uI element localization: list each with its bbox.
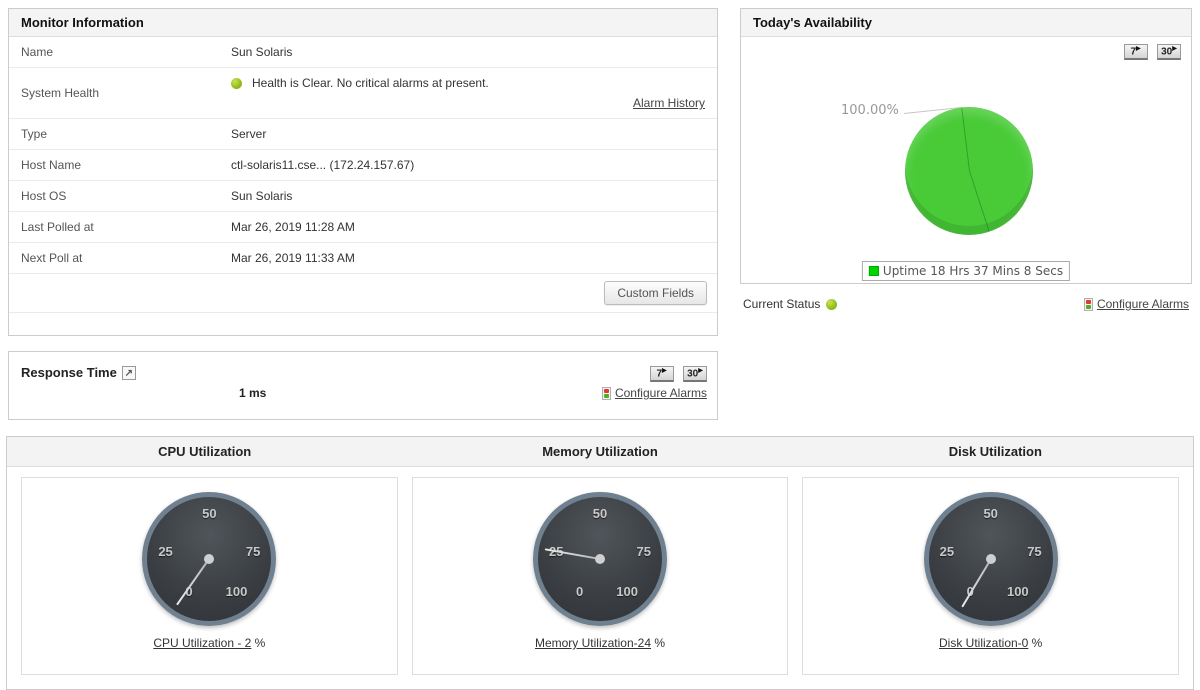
gauge-tick: 25 (158, 544, 173, 559)
gauge-tick: 0 (185, 584, 193, 599)
gauge-tick: 0 (576, 584, 584, 599)
cpu-utilization-header: CPU Utilization (158, 444, 252, 459)
row-name: Name Sun Solaris (9, 37, 717, 68)
disk-utilization-link[interactable]: Disk Utilization-0 (938, 636, 1029, 650)
health-text: Health is Clear. No critical alarms at p… (252, 76, 489, 90)
health-status-icon (231, 77, 242, 89)
top-area: Monitor Information Name Sun Solaris Sys… (8, 8, 1192, 420)
gauge-tick: 100 (616, 584, 638, 599)
memory-utilization-header: Memory Utilization (542, 444, 658, 459)
uptime-legend-swatch (868, 266, 879, 276)
current-status-label: Current Status (743, 297, 821, 311)
gauge-hub (595, 554, 605, 564)
row-label: Name (21, 45, 54, 59)
gauge-hub (985, 554, 996, 564)
row-label: Next Poll at (21, 251, 83, 265)
pie-slice-edge (960, 108, 970, 172)
row-last-polled: Last Polled at Mar 26, 2019 11:28 AM (9, 212, 717, 243)
gauge-tick: 100 (225, 584, 248, 599)
gauge-tick: 100 (1006, 584, 1029, 599)
row-system-health: System Health Health is Clear. No critic… (9, 68, 717, 119)
row-value: Mar 26, 2019 11:33 AM (231, 251, 355, 265)
range-30-button[interactable]: 30▶ (683, 365, 707, 382)
row-host-os: Host OS Sun Solaris (9, 181, 717, 212)
row-host-name: Host Name ctl-solaris11.cse... (172.24.1… (9, 150, 717, 181)
gauge-tick: 50 (983, 506, 998, 521)
row-value: Sun Solaris (231, 45, 293, 59)
gauge-hub (204, 554, 215, 564)
cpu-utilization-link[interactable]: CPU Utilization - 2 (153, 636, 252, 650)
row-value: Mar 26, 2019 11:28 AM (231, 220, 355, 234)
disk-gauge-box: 50 25 75 0 100 Disk Utilization-0 % (802, 477, 1180, 675)
monitor-information-panel: Monitor Information Name Sun Solaris Sys… (8, 8, 718, 336)
uptime-legend-text: Uptime 18 Hrs 37 Mins 8 Secs (882, 264, 1064, 278)
custom-fields-button[interactable]: Custom Fields (604, 281, 707, 305)
range-7-label: 7 (1130, 46, 1137, 57)
unit-suffix: % (251, 636, 266, 650)
row-value: Sun Solaris (231, 189, 293, 203)
range-30-label: 30 (687, 368, 699, 379)
row-label: System Health (21, 86, 100, 100)
disk-gauge: 50 25 75 0 100 (923, 492, 1058, 626)
range-7-button[interactable]: 7▶ (649, 365, 674, 382)
cpu-gauge-box: 50 25 75 0 100 CPU Utilization - 2 % (21, 477, 398, 675)
cpu-gauge: 50 25 75 0 100 (142, 492, 277, 626)
pie-percentage-label: 100.00% (841, 103, 899, 118)
gauge-needle (960, 558, 992, 608)
unit-suffix: % (651, 636, 666, 650)
availability-range-buttons: 7▶ 30▶ (1119, 41, 1181, 60)
pie-slice-edge (968, 170, 989, 232)
row-value: Server (231, 127, 267, 141)
response-time-panel: Response Time ↗ 7▶ 30▶ 1 ms Configure Al… (8, 351, 718, 420)
panel-title: Monitor Information (9, 9, 717, 37)
panel-endspace (9, 313, 717, 335)
row-next-poll: Next Poll at Mar 26, 2019 11:33 AM (9, 243, 717, 274)
range-30-button[interactable]: 30▶ (1157, 43, 1181, 60)
memory-utilization-link[interactable]: Memory Utilization-24 (534, 636, 652, 650)
memory-gauge: 50 25 75 0 100 (533, 492, 667, 626)
row-type: Type Server (9, 119, 717, 150)
range-7-button[interactable]: 7▶ (1123, 43, 1148, 60)
configure-alarms-link[interactable]: Configure Alarms (1096, 297, 1189, 311)
trend-arrow-icon: ▶ (1172, 45, 1177, 52)
response-time-value: 1 ms (239, 386, 267, 400)
availability-pie-chart (905, 107, 1033, 235)
row-label: Host OS (21, 189, 67, 203)
traffic-light-icon (601, 386, 611, 400)
trend-arrow-icon: ▶ (662, 367, 667, 374)
configure-alarms-link[interactable]: Configure Alarms (614, 386, 707, 400)
disk-utilization-header: Disk Utilization (948, 444, 1042, 459)
row-value: ctl-solaris11.cse... (172.24.157.67) (231, 158, 415, 172)
utilization-section: CPU Utilization Memory Utilization Disk … (6, 436, 1194, 690)
custom-fields-row: Custom Fields (9, 274, 717, 313)
unit-suffix: % (1028, 636, 1043, 650)
traffic-light-icon (1083, 297, 1093, 311)
gauge-needle (176, 558, 211, 606)
row-label: Last Polled at (21, 220, 94, 234)
panel-title: Today's Availability (741, 9, 1191, 37)
gauge-tick: 75 (636, 544, 651, 559)
external-link-icon[interactable]: ↗ (121, 365, 136, 380)
response-time-title: Response Time (21, 365, 117, 380)
trend-arrow-icon: ▶ (698, 367, 703, 374)
range-30-label: 30 (1161, 46, 1173, 57)
trend-arrow-icon: ▶ (1136, 45, 1141, 52)
gauge-tick: 50 (592, 506, 608, 521)
gauge-tick: 75 (1027, 544, 1042, 559)
row-label: Type (21, 127, 48, 141)
availability-panel: Today's Availability 7▶ 30▶ 100.00% Upti… (740, 8, 1192, 311)
alarm-history-link[interactable]: Alarm History (632, 96, 705, 110)
row-label: Host Name (21, 158, 82, 172)
pie-legend: Uptime 18 Hrs 37 Mins 8 Secs (861, 261, 1071, 281)
gauge-tick: 25 (939, 544, 955, 559)
current-status-icon (826, 298, 838, 310)
memory-gauge-box: 50 25 75 0 100 Memory Utilization-24 % (411, 477, 789, 675)
gauge-tick: 75 (245, 544, 261, 559)
gauge-tick: 50 (202, 506, 217, 521)
range-7-label: 7 (656, 368, 663, 379)
response-range-buttons: 7▶ 30▶ (645, 363, 707, 382)
